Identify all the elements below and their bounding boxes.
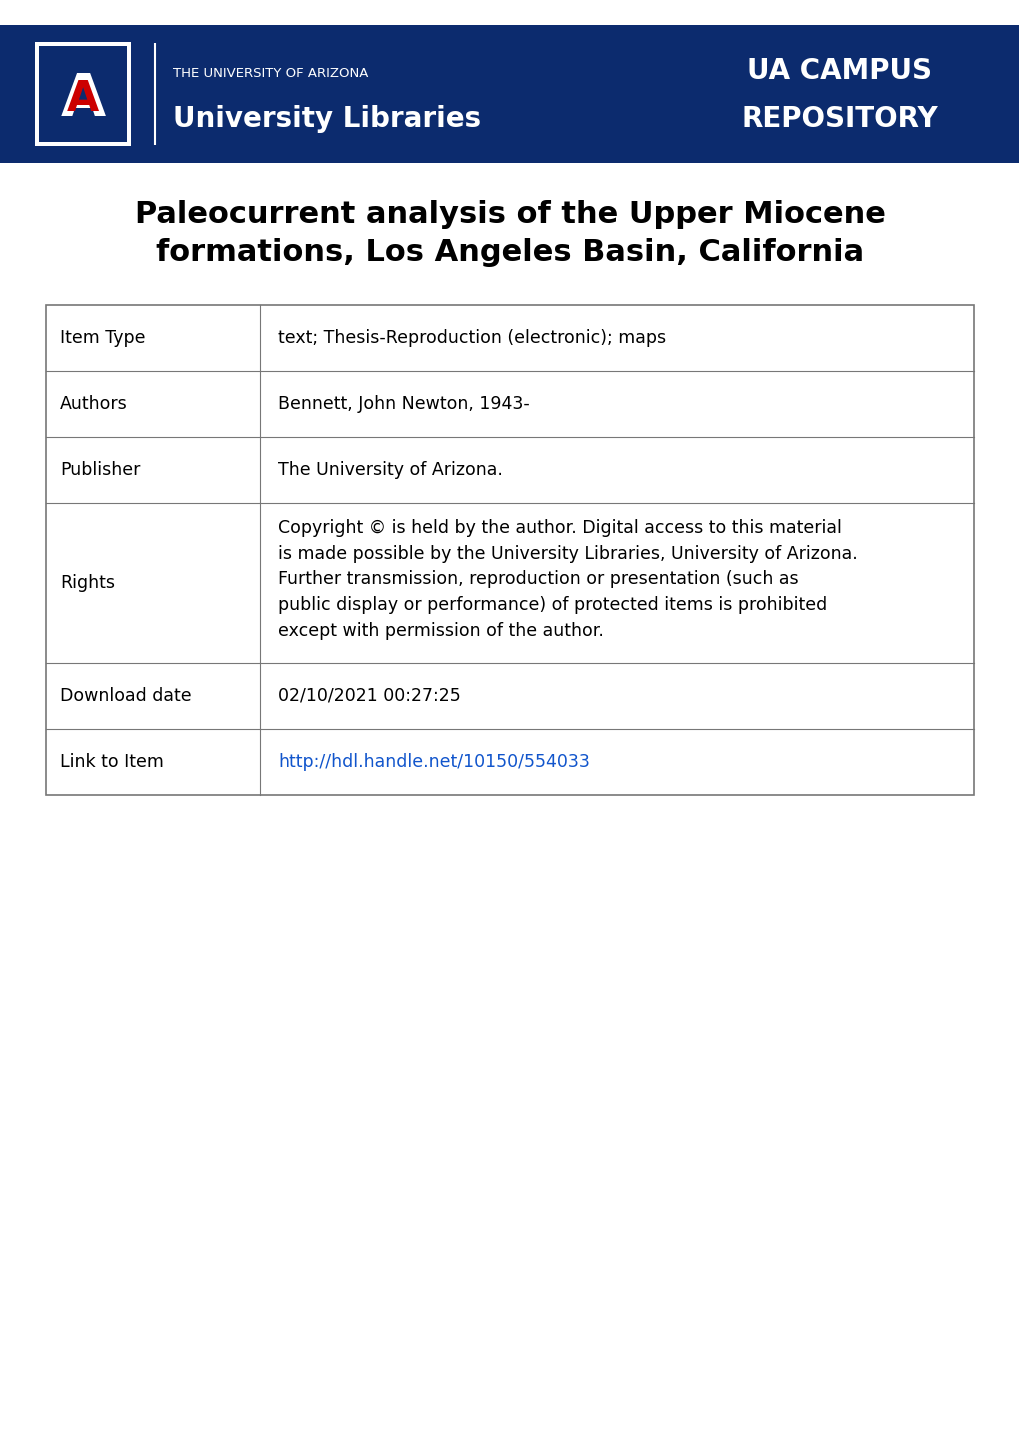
- Text: http://hdl.handle.net/10150/554033: http://hdl.handle.net/10150/554033: [278, 753, 589, 771]
- Text: Paleocurrent analysis of the Upper Miocene
formations, Los Angeles Basin, Califo: Paleocurrent analysis of the Upper Mioce…: [135, 200, 884, 267]
- Text: Publisher: Publisher: [60, 461, 141, 479]
- Text: A: A: [60, 71, 105, 127]
- Bar: [46, 306, 973, 795]
- Bar: [35, 42, 130, 146]
- Text: 02/10/2021 00:27:25: 02/10/2021 00:27:25: [278, 686, 461, 705]
- Bar: [0, 25, 1019, 163]
- Text: Link to Item: Link to Item: [60, 753, 164, 771]
- Text: Item Type: Item Type: [60, 329, 146, 348]
- Text: University Libraries: University Libraries: [173, 105, 481, 133]
- Text: The University of Arizona.: The University of Arizona.: [278, 461, 502, 479]
- Text: text; Thesis-Reproduction (electronic); maps: text; Thesis-Reproduction (electronic); …: [278, 329, 665, 348]
- Text: Authors: Authors: [60, 395, 127, 412]
- Text: Download date: Download date: [60, 686, 192, 705]
- Text: UA CAMPUS: UA CAMPUS: [747, 56, 931, 85]
- Text: REPOSITORY: REPOSITORY: [741, 105, 937, 133]
- Text: A: A: [67, 78, 99, 120]
- Text: Bennett, John Newton, 1943-: Bennett, John Newton, 1943-: [278, 395, 529, 412]
- Text: Rights: Rights: [60, 574, 115, 593]
- Text: THE UNIVERSITY OF ARIZONA: THE UNIVERSITY OF ARIZONA: [173, 66, 368, 79]
- Text: Copyright © is held by the author. Digital access to this material
is made possi: Copyright © is held by the author. Digit…: [278, 519, 857, 640]
- Bar: [39, 46, 127, 141]
